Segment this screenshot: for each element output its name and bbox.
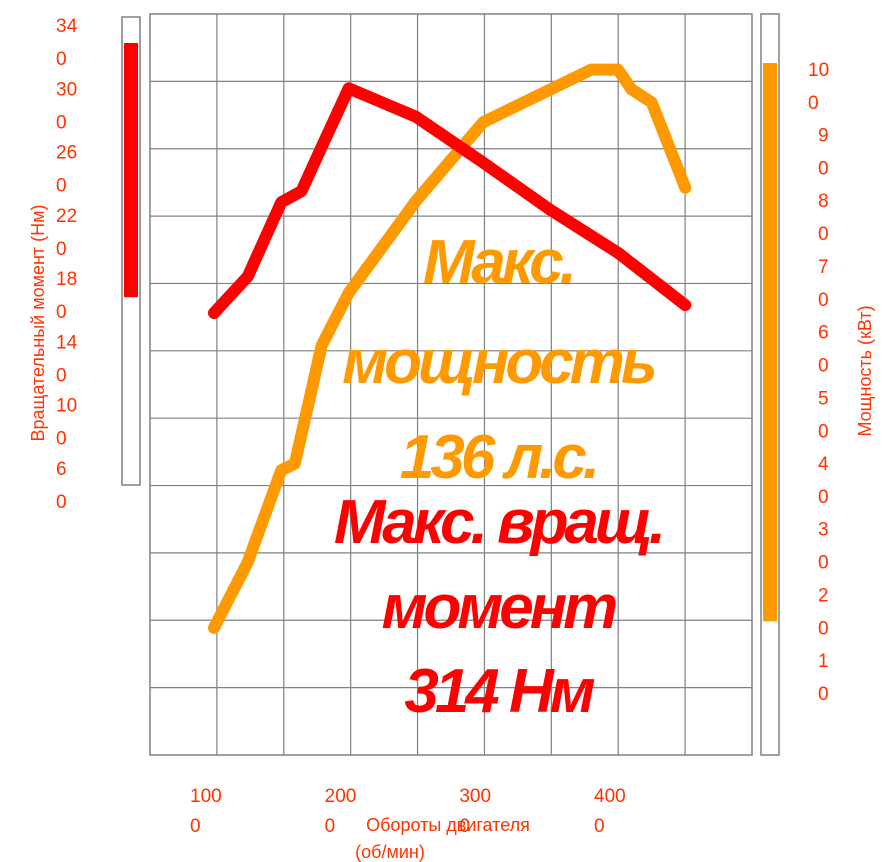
y-left-tick-label: 10 0 [56,396,77,450]
max_torque-annotation-line: Макс. вращ. [334,488,662,557]
y-left-tick-label: 30 0 [56,79,77,133]
y-left-tick-label: 14 0 [56,332,78,386]
svg-text:(об/мин): (об/мин) [355,842,425,862]
x-tick-label: 100 0 [190,786,222,837]
torque-range-fill [124,43,138,298]
annotations: Макс. мощность 136 л.с.Макс. вращ. момент 31… [334,228,666,726]
max_power-annotation-line: Макс. [423,228,573,297]
y-axis-left-title: Вращательный момент (Нм) [28,204,48,441]
x-tick-label: 400 0 [594,786,626,837]
max_power-annotation-line: мощность [342,328,655,397]
y-right-tick-label: 10 0 [808,60,829,114]
axis-range-bars [121,13,780,756]
x-tick-label: 300 0 [459,786,491,837]
series-lines [208,63,692,634]
y-left-tick-label: 34 0 [56,16,78,70]
tick-labels: 6 0 10 0 14 0 18 0 22 0 26 0 30 0 34 0 1 0 2 0 3 0 4 0 5 0 6 0 7 0 8 0 9… [56,16,829,837]
y-left-tick-label: 22 0 [56,206,77,260]
max_power-annotation-line: 136 л.с. [400,423,596,492]
chart-grid [149,13,753,756]
max_torque-annotation-line: 314 Нм [404,657,594,726]
y-left-tick-label: 18 0 [56,269,77,323]
power-curve [208,63,692,634]
max_torque-annotation-line: момент [382,573,617,642]
power-range-fill [763,63,777,622]
y-axis-right-title: Мощность (кВт) [855,305,875,436]
svg-text:Обороты двигателя: Обороты двигателя [366,815,530,835]
plot-frame [149,13,753,756]
y-left-tick-label: 26 0 [56,143,77,197]
x-tick-label: 200 0 [325,786,357,837]
x-axis-title: Обороты двигателя (об/мин) [355,815,530,862]
torque-curve [208,82,692,319]
